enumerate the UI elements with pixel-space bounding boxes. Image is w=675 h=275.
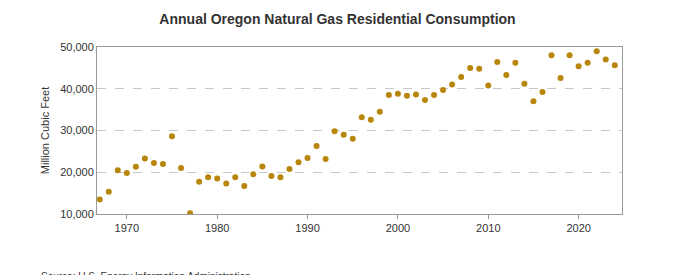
svg-text:Source: U.S. Energy Informatio: Source: U.S. Energy Information Administ… xyxy=(41,271,251,275)
svg-text:10,000: 10,000 xyxy=(60,208,94,220)
svg-text:1990: 1990 xyxy=(295,222,319,234)
svg-text:50,000: 50,000 xyxy=(60,41,94,53)
svg-text:2010: 2010 xyxy=(476,222,500,234)
svg-text:20,000: 20,000 xyxy=(60,166,94,178)
svg-text:1980: 1980 xyxy=(205,222,229,234)
svg-text:Million Cubic Feet: Million Cubic Feet xyxy=(39,87,51,174)
svg-text:2020: 2020 xyxy=(566,222,590,234)
svg-text:30,000: 30,000 xyxy=(60,124,94,136)
svg-text:1970: 1970 xyxy=(115,222,139,234)
svg-text:2000: 2000 xyxy=(386,222,410,234)
svg-text:40,000: 40,000 xyxy=(60,83,94,95)
svg-text:Annual Oregon Natural Gas Resi: Annual Oregon Natural Gas Residential Co… xyxy=(159,11,515,27)
